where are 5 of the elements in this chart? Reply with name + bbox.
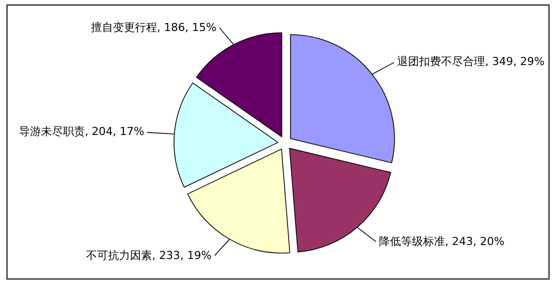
slice-label: 降低等级标准, 243, 20% bbox=[378, 234, 506, 249]
slice-label: 退团扣费不尽合理, 349, 29% bbox=[397, 55, 546, 70]
slice-label: 不可抗力因素, 233, 19% bbox=[85, 248, 212, 263]
slice-label: 导游未尽职责, 204, 17% bbox=[18, 125, 144, 140]
slice-label: 擅自变更行程, 186, 15% bbox=[90, 20, 216, 35]
